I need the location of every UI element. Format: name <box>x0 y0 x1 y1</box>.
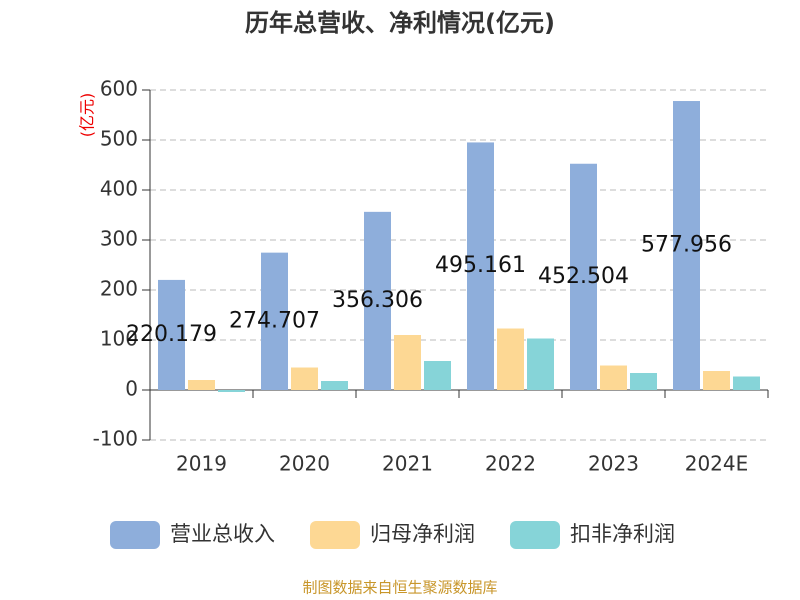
bar <box>673 101 700 390</box>
y-tick-label: 0 <box>125 377 138 401</box>
legend-swatch <box>310 521 360 549</box>
y-tick-label: 500 <box>100 127 138 151</box>
data-label: 495.161 <box>435 253 526 278</box>
data-label: 274.707 <box>229 308 320 333</box>
bar <box>158 279 185 390</box>
legend-swatch <box>510 521 560 549</box>
x-tick-label: 2021 <box>382 452 433 476</box>
legend-swatch <box>110 521 160 549</box>
bar <box>467 142 494 390</box>
bar <box>321 381 348 390</box>
bar <box>630 373 657 390</box>
bar <box>218 390 245 392</box>
bar <box>424 361 451 390</box>
bar <box>600 365 627 390</box>
x-tick-label: 2022 <box>485 452 536 476</box>
data-label: 356.306 <box>332 288 423 313</box>
chart-title: 历年总营收、净利情况(亿元) <box>245 9 555 37</box>
bar <box>570 163 597 390</box>
data-label: 220.179 <box>126 322 217 347</box>
source-note: 制图数据来自恒生聚源数据库 <box>302 579 497 597</box>
y-tick-label: 200 <box>100 277 138 301</box>
y-tick-label: 100 <box>100 327 138 351</box>
bar <box>364 211 391 390</box>
y-tick-label: 400 <box>100 177 138 201</box>
x-tick-label: 2019 <box>176 452 227 476</box>
bar <box>291 367 318 390</box>
x-tick-label: 2024E <box>685 452 749 476</box>
legend-label: 营业总收入 <box>170 522 275 546</box>
bar <box>394 335 421 390</box>
legend-label: 扣非净利润 <box>570 522 675 546</box>
y-tick-label: 600 <box>100 77 138 101</box>
bar <box>733 376 760 390</box>
bar <box>261 252 288 390</box>
legend-label: 归母净利润 <box>370 522 475 546</box>
data-label: 577.956 <box>641 233 732 258</box>
y-tick-label: -100 <box>93 427 138 451</box>
x-tick-label: 2023 <box>588 452 639 476</box>
x-tick-label: 2020 <box>279 452 330 476</box>
data-label: 452.504 <box>538 264 629 289</box>
bar <box>703 371 730 390</box>
bar <box>527 338 554 390</box>
bar <box>497 328 524 390</box>
bar <box>188 380 215 390</box>
y-tick-label: 300 <box>100 227 138 251</box>
y-axis-label: (亿元) <box>78 93 97 138</box>
